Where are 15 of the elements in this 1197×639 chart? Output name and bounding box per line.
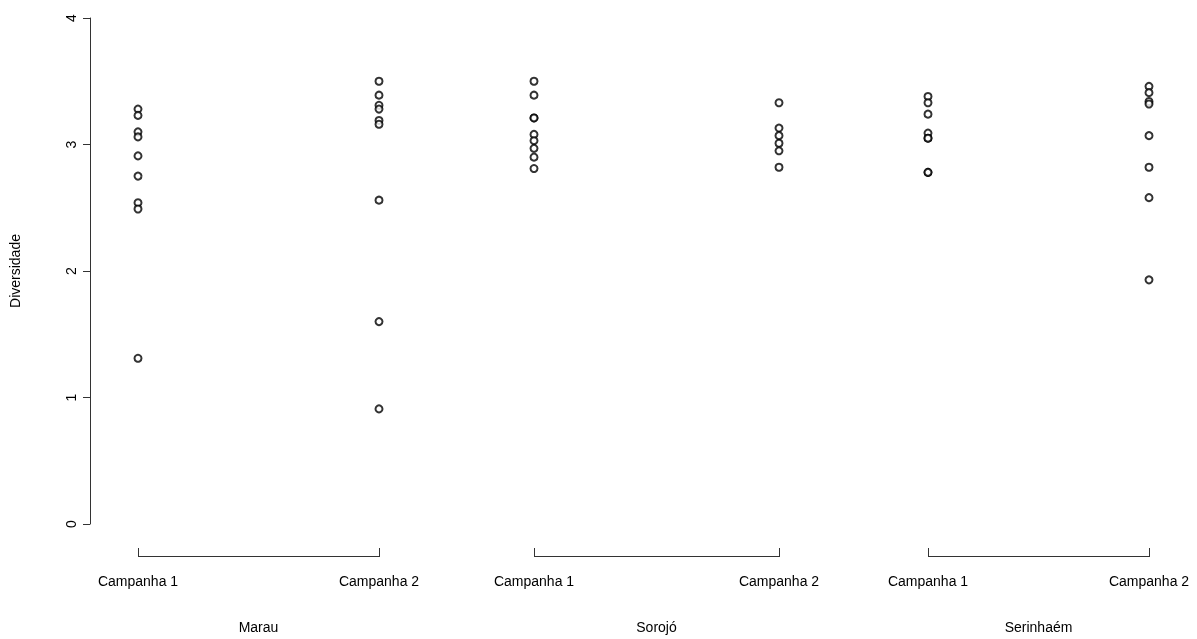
x-tick-label: Campanha 2 [738, 573, 820, 589]
y-tick-label: 2 [63, 266, 79, 275]
x-axis-title: Marau [238, 619, 279, 635]
x-axis-title: Serinhaém [1004, 619, 1073, 635]
y-tick-label: 4 [63, 13, 79, 22]
y-tick-label: 3 [63, 140, 79, 149]
y-tick-label: 0 [63, 519, 79, 528]
x-axis-title: Sorojó [636, 619, 677, 635]
x-tick-label: Campanha 2 [1108, 573, 1190, 589]
x-tick-label: Campanha 1 [493, 573, 575, 589]
y-axis-title: Diversidade [7, 233, 23, 308]
x-tick-label: Campanha 1 [97, 573, 179, 589]
x-tick-label: Campanha 2 [338, 573, 420, 589]
x-tick-label: Campanha 1 [887, 573, 969, 589]
y-tick-label: 1 [63, 393, 79, 402]
